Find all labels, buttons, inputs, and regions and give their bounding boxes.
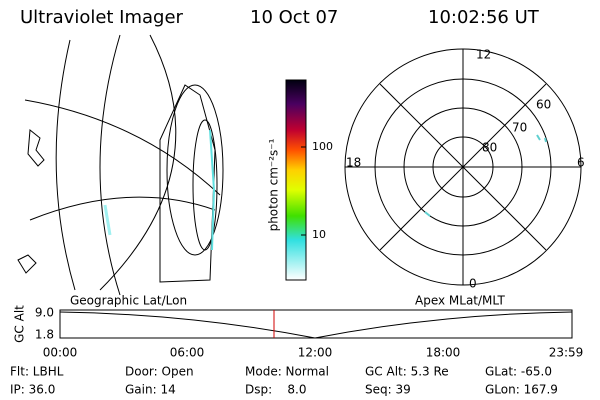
title: Ultraviolet Imager — [20, 7, 184, 28]
map — [17, 34, 224, 296]
colorbar-label: photon cm⁻²s⁻¹ — [267, 138, 281, 231]
alt-xtick-label: 06:00 — [170, 346, 205, 360]
date: 10 Oct 07 — [250, 7, 338, 28]
map-label: Geographic Lat/Lon — [70, 294, 187, 308]
mlat-label: 70 — [512, 121, 527, 135]
mlt-label: 18 — [346, 156, 361, 170]
mlat-label: 60 — [536, 98, 551, 112]
info-field: IP: 36.0 — [10, 383, 55, 397]
colorbar-tick-label: 10 — [312, 228, 326, 241]
polar-grid — [344, 48, 582, 286]
info-field: Door: Open — [125, 365, 194, 379]
mlt-label: 6 — [577, 156, 585, 170]
colorbar — [285, 79, 307, 281]
info-field: GLon: 167.9 — [485, 383, 558, 397]
info-field: GC Alt: 5.3 Re — [365, 365, 449, 379]
info-field: Gain: 14 — [125, 383, 176, 397]
alt-xtick-label: 12:00 — [298, 346, 333, 360]
info-field: Mode: Normal — [245, 365, 329, 379]
alt-ytick-label: 9.0 — [35, 306, 54, 320]
alt-xtick-label: 18:00 — [426, 346, 461, 360]
info-field: Dsp: 8.0 — [245, 383, 307, 397]
info-field: GLat: -65.0 — [485, 365, 552, 379]
alt-ytick-label: 1.8 — [35, 328, 54, 342]
time: 10:02:56 UT — [428, 7, 540, 28]
colorbar-tick-label: 100 — [312, 140, 333, 153]
aurora — [424, 134, 547, 217]
info-field: Seq: 39 — [365, 383, 411, 397]
mlt-label: 12 — [476, 48, 491, 62]
info-field: Flt: LBHL — [10, 365, 64, 379]
mlt-label: 0 — [469, 277, 477, 291]
alt-plot-frame — [59, 309, 573, 339]
mlat-label: 80 — [482, 141, 497, 155]
alt-xtick-label: 23:59 — [549, 346, 584, 360]
alt-curve — [59, 311, 573, 339]
polar-label: Apex MLat/MLT — [415, 294, 505, 308]
alt-ylabel: GC Alt — [13, 305, 27, 343]
alt-xtick-label: 00:00 — [43, 346, 78, 360]
